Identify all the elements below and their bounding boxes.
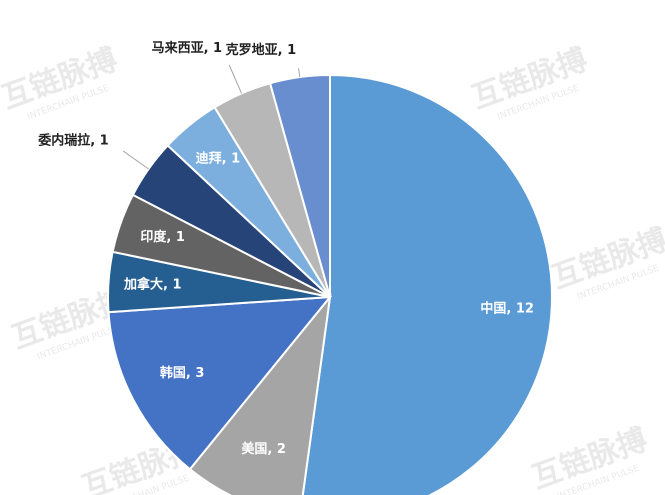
data-label: 委内瑞拉, 1 [37,132,109,148]
data-label: 印度, 1 [140,229,185,245]
leader-line [298,68,301,78]
pie-slice [188,293,332,495]
leader-line [122,150,149,170]
data-label: 加拿大, 1 [123,276,182,292]
pie-slice [268,73,331,298]
leader-line [228,64,243,94]
data-label: 克罗地亚, 1 [226,42,297,58]
data-label: 中国, 12 [480,301,534,317]
data-label: 迪拜, 1 [196,151,241,167]
pie-slice [107,295,333,471]
pie-slice [301,73,553,495]
data-label: 韩国, 3 [160,365,205,381]
data-label: 马来西亚, 1 [152,40,223,56]
data-label: 美国, 2 [241,441,286,457]
